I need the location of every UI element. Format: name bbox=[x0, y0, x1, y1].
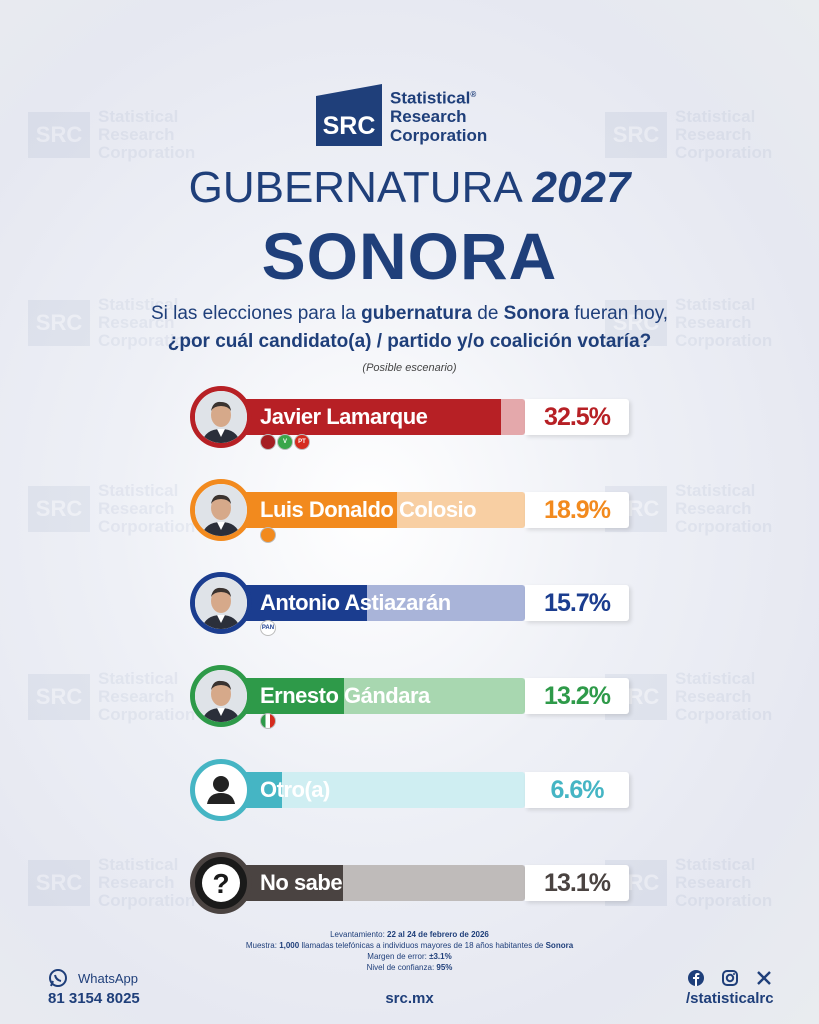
candidate-photo bbox=[190, 572, 252, 634]
chart-bar-track: Luis Donaldo Colosio bbox=[220, 492, 525, 528]
watermark: SRC Statistical Research Corporation bbox=[28, 670, 195, 724]
question-icon: ? bbox=[190, 852, 252, 914]
bar-value-label: 6.6% bbox=[525, 772, 629, 808]
party-logo-morena-icon bbox=[260, 434, 276, 450]
bar-value-label: 13.1% bbox=[525, 865, 629, 901]
chart-bar bbox=[220, 399, 501, 435]
chart-bar-track: Ernesto Gándara bbox=[220, 678, 525, 714]
logo-wordmark: Statistical® Research Corporation bbox=[390, 88, 488, 146]
survey-question: Si las elecciones para la gubernatura de… bbox=[150, 303, 669, 352]
scenario-note: (Posible escenario) bbox=[362, 362, 457, 374]
chart-bar-track: Otro(a) bbox=[220, 772, 525, 808]
bar-value-label: 13.2% bbox=[525, 678, 629, 714]
methodology-note: Levantamiento: 22 al 24 de febrero de 20… bbox=[245, 930, 574, 972]
person-icon bbox=[190, 759, 252, 821]
party-logo-verde-icon: V bbox=[277, 434, 293, 450]
chart-bar-track: Javier Lamarque bbox=[220, 399, 525, 435]
watermark: SRC Statistical Research Corporation bbox=[605, 670, 772, 724]
title-gubernatura: GUBERNATURA 2027 bbox=[188, 163, 631, 212]
chart-row: Antonio Astiazarán 15.7% PAN bbox=[190, 572, 630, 636]
src-logo: SRC Statistical® Research Corporation bbox=[316, 84, 487, 146]
whatsapp-label: WhatsApp bbox=[78, 971, 138, 986]
bar-label: No sabe bbox=[260, 870, 343, 895]
bar-label: Ernesto Gándara bbox=[260, 683, 430, 708]
bar-value-label: 15.7% bbox=[525, 585, 629, 621]
chart-bar-track: No sabe bbox=[220, 865, 525, 901]
whatsapp-icon bbox=[48, 968, 68, 993]
svg-text:?: ? bbox=[212, 868, 229, 899]
bar-label: Otro(a) bbox=[260, 777, 330, 802]
social-handle[interactable]: /statisticalrc bbox=[686, 990, 774, 1007]
watermark: SRC Statistical Research Corporation bbox=[28, 482, 195, 536]
bar-value-label: 32.5% bbox=[525, 399, 629, 435]
instagram-icon[interactable] bbox=[722, 970, 738, 991]
watermark: SRC Statistical Research Corporation bbox=[28, 108, 195, 162]
bar-label: Antonio Astiazarán bbox=[260, 590, 451, 615]
chart-row: Javier Lamarque 32.5% V PT bbox=[190, 386, 630, 450]
party-logo-pan-icon: PAN bbox=[260, 620, 276, 636]
chart-row: No sabe 13.1%? bbox=[190, 852, 630, 914]
bar-value-label: 18.9% bbox=[525, 492, 629, 528]
candidate-photo bbox=[190, 665, 252, 727]
chart-row: Luis Donaldo Colosio 18.9% bbox=[190, 479, 630, 543]
src-logo-mark: SRC bbox=[316, 84, 382, 146]
watermark: SRC Statistical Research Corporation bbox=[605, 108, 772, 162]
facebook-icon[interactable] bbox=[688, 970, 704, 991]
bar-label: Luis Donaldo Colosio bbox=[260, 497, 477, 522]
candidate-photo bbox=[190, 479, 252, 541]
bar-label: Javier Lamarque bbox=[260, 404, 428, 429]
chart-row: Otro(a) 6.6% bbox=[190, 759, 630, 821]
chart-bar-track: Antonio Astiazarán bbox=[220, 585, 525, 621]
logo-abbr: SRC bbox=[323, 112, 376, 140]
phone-number[interactable]: 81 3154 8025 bbox=[48, 990, 140, 1007]
watermark: SRC Statistical Research Corporation bbox=[28, 856, 195, 910]
watermark: SRC Statistical Research Corporation bbox=[605, 856, 772, 910]
party-logo-pri-icon bbox=[260, 713, 276, 729]
watermark: SRC Statistical Research Corporation bbox=[605, 482, 772, 536]
candidate-photo bbox=[190, 386, 252, 448]
title-state: SONORA bbox=[261, 219, 558, 293]
party-logo-pt-icon: PT bbox=[294, 434, 310, 450]
x-icon[interactable] bbox=[756, 970, 772, 991]
website-link[interactable]: src.mx bbox=[385, 990, 434, 1007]
party-logo-mc-icon bbox=[260, 527, 276, 543]
chart-row: Ernesto Gándara 13.2% bbox=[190, 665, 630, 729]
